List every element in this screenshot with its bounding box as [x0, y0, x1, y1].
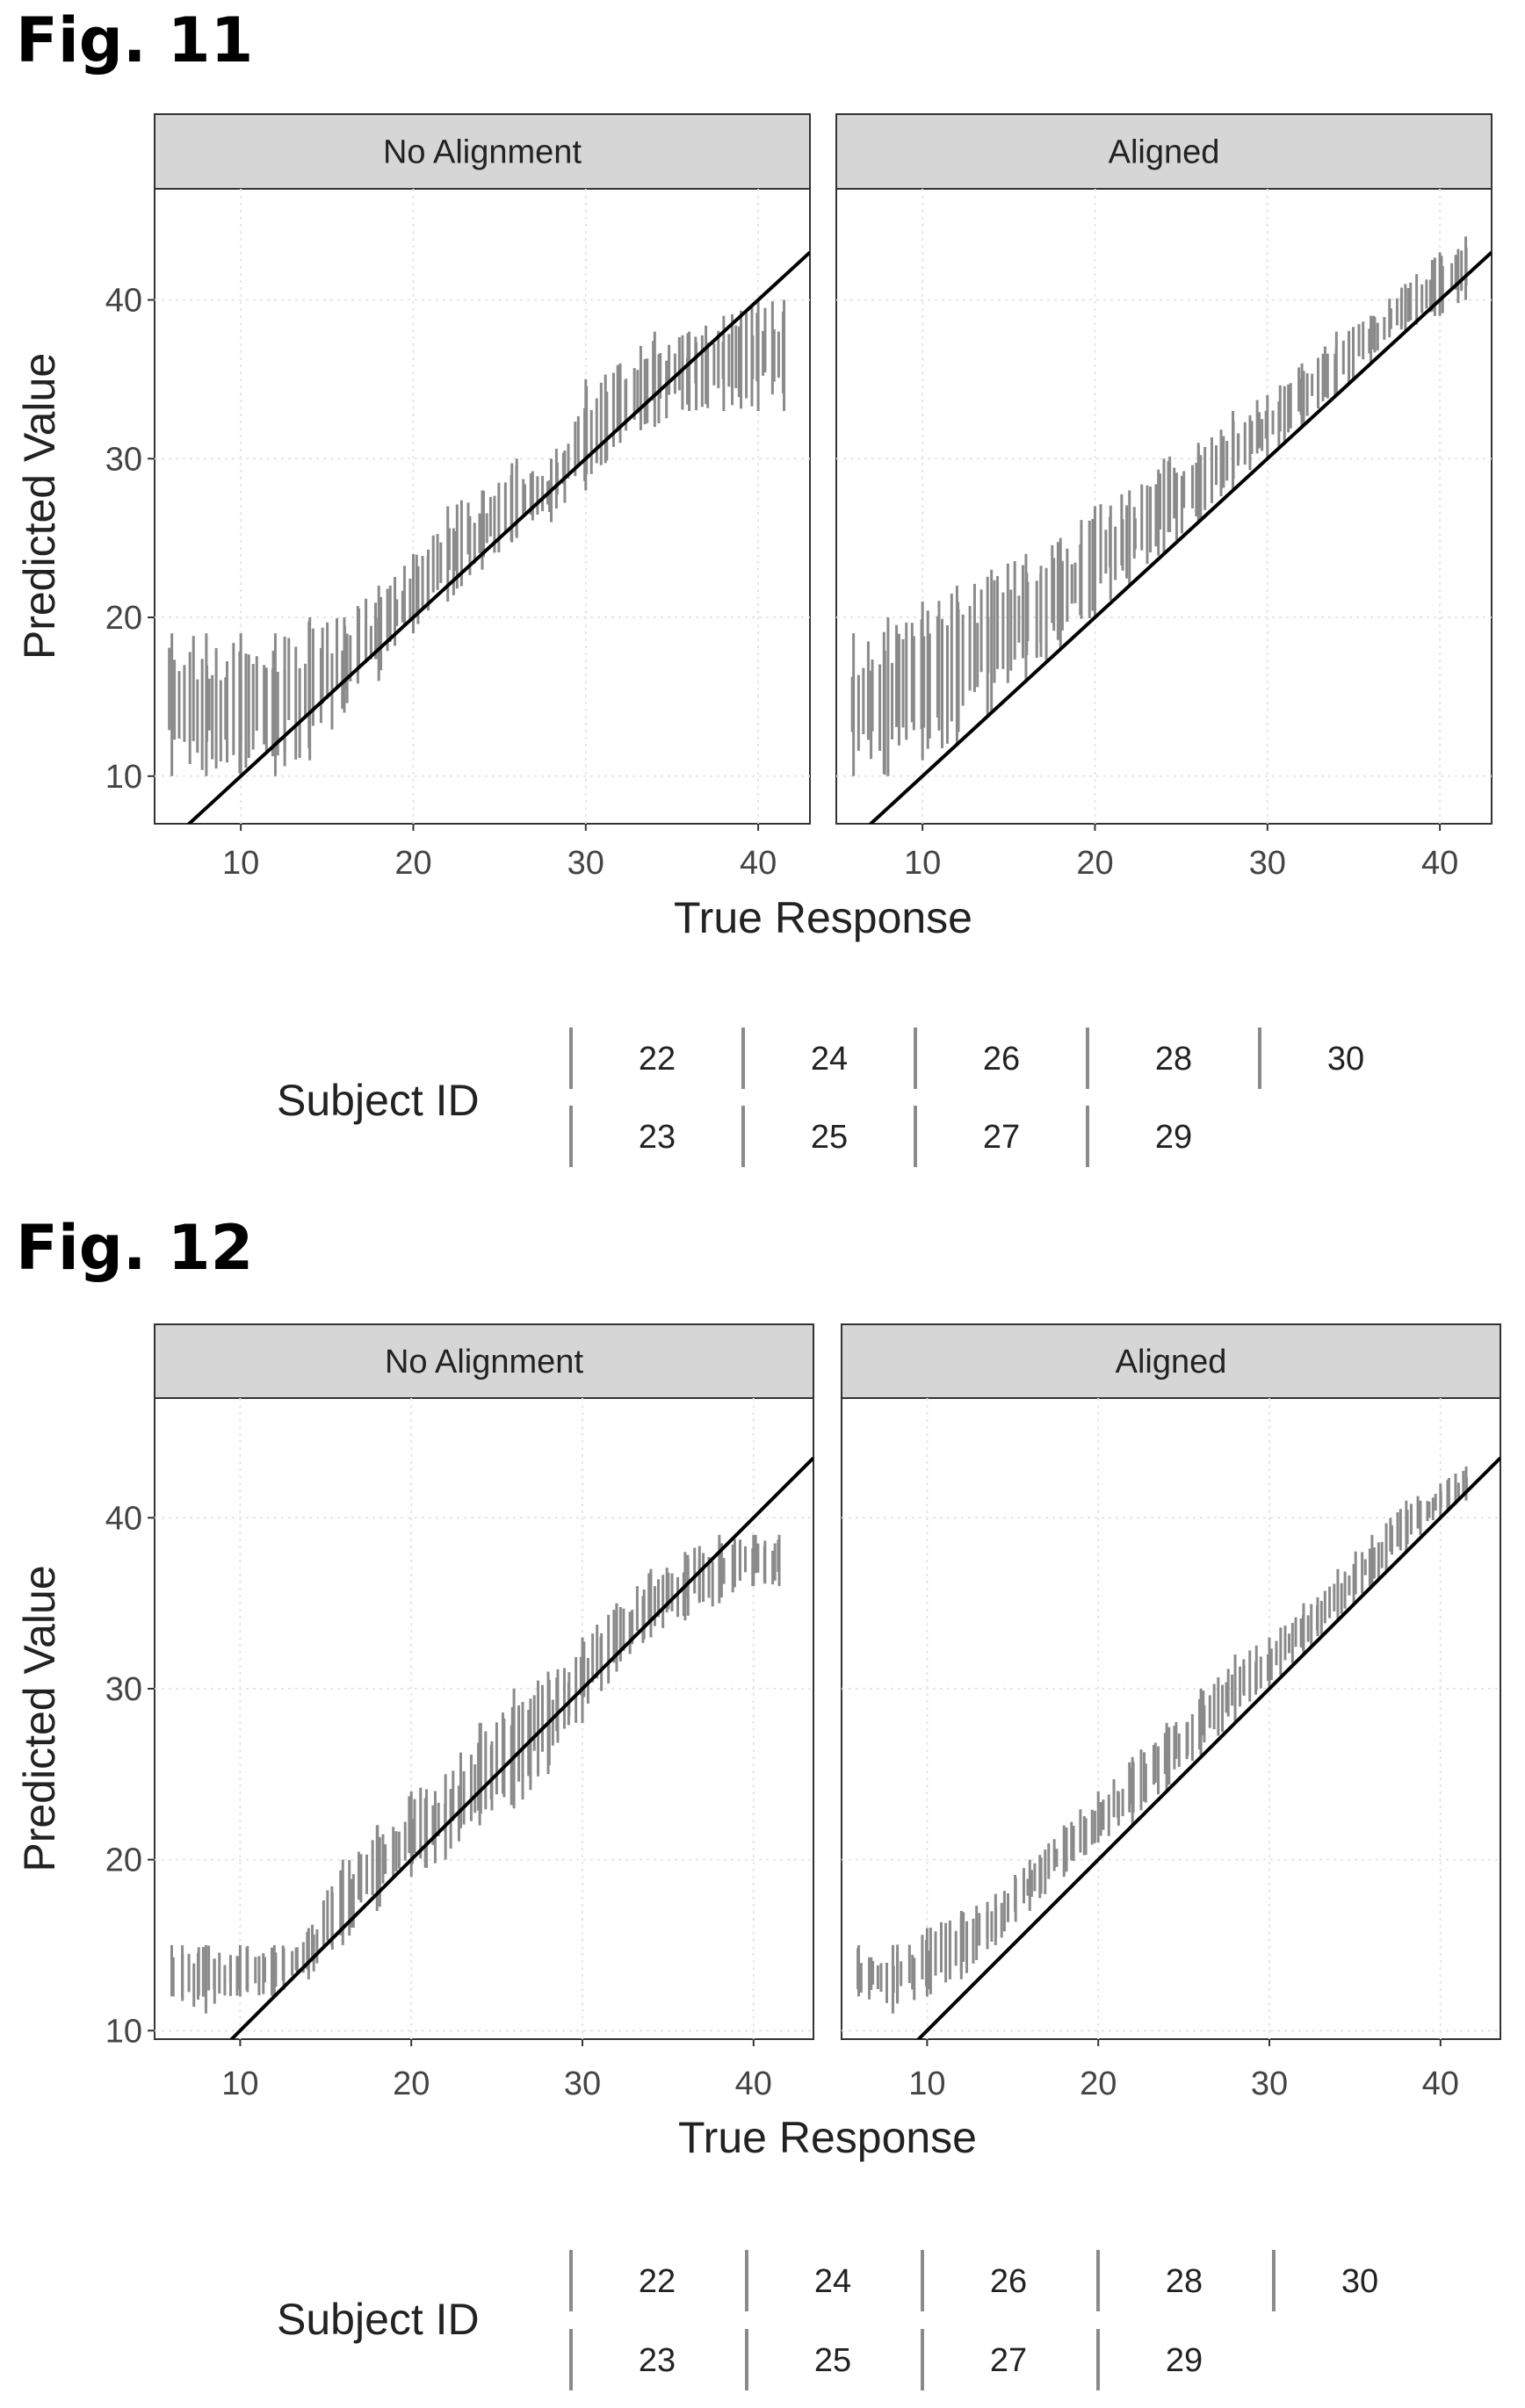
x-tick-label: 30	[1251, 2066, 1288, 2102]
x-tick-label: 10	[222, 845, 259, 882]
legend-label: 22	[639, 2263, 676, 2300]
identity-line	[915, 1456, 1500, 2039]
y-tick-label: 10	[105, 2013, 142, 2050]
identity-line	[868, 250, 1492, 824]
facet-strip	[154, 1323, 814, 1399]
facet-strip	[835, 113, 1492, 190]
facet-strip-label: No Alignment	[385, 1344, 583, 1381]
panel-aligned: Aligned 10 20 30 40	[841, 1323, 1501, 2102]
facet-strip-label: Aligned	[1116, 1344, 1227, 1381]
y-tick-label: 40	[105, 1500, 142, 1537]
legend-title: Subject ID	[277, 2295, 480, 2344]
series-bars	[168, 299, 786, 776]
x-axis-title: True Response	[674, 893, 972, 942]
plot-area	[154, 1397, 814, 2040]
legend-label: 30	[1341, 2263, 1378, 2300]
series-bars	[856, 1466, 1468, 2014]
x-tick-label: 20	[393, 2066, 430, 2102]
legend-label: 27	[990, 2342, 1027, 2379]
x-tick-label: 20	[394, 845, 431, 882]
legend-label: 26	[990, 2263, 1027, 2300]
y-tick-label: 30	[105, 1671, 142, 1708]
y-tick-label: 20	[105, 1842, 142, 1879]
x-tick-label: 40	[1421, 845, 1458, 882]
facet-strip-label: No Alignment	[383, 134, 582, 171]
legend: Subject ID 22 24 26 28 30 23 25 27 29	[277, 2250, 1378, 2390]
facet-strip	[841, 1323, 1501, 1399]
y-tick-label: 40	[105, 283, 142, 320]
plot-content	[842, 1398, 1500, 2039]
legend-label: 26	[983, 1041, 1020, 1078]
x-tick-label: 20	[1080, 2066, 1117, 2102]
legend-label: 25	[811, 1119, 848, 1156]
legend: Subject ID 22 24 26 28 30 23 25 27 29	[277, 1027, 1364, 1167]
legend-label: 23	[639, 2342, 676, 2379]
legend-label: 24	[814, 2263, 851, 2300]
series-bars	[850, 236, 1468, 776]
x-tick-label: 10	[221, 2066, 258, 2102]
legend-label: 25	[814, 2342, 851, 2379]
x-tick-label: 40	[735, 2066, 772, 2102]
figure-label: Fig. 11	[16, 4, 253, 76]
identity-line	[186, 250, 810, 824]
x-tick-label: 40	[1422, 2066, 1459, 2102]
legend-label: 22	[639, 1041, 676, 1078]
x-tick-label: 10	[908, 2066, 945, 2102]
legend-label: 24	[811, 1041, 848, 1078]
legend-label: 23	[639, 1119, 676, 1156]
x-tick-label: 20	[1076, 845, 1113, 882]
legend-label: 29	[1155, 1119, 1192, 1156]
plot-area	[841, 1397, 1501, 2040]
x-axis-title: True Response	[678, 2113, 977, 2162]
identity-line	[228, 1456, 813, 2039]
panel-aligned: Aligned 10 20 30 40	[835, 113, 1492, 882]
legend-label: 27	[983, 1119, 1020, 1156]
y-axis-title: Predicted Value	[15, 1565, 64, 1871]
legend-label: 30	[1327, 1041, 1364, 1078]
legend-label: 29	[1166, 2342, 1203, 2379]
y-axis-title: Predicted Value	[15, 353, 64, 660]
plot-content	[155, 1398, 813, 2039]
panel-no-alignment: No Alignment 10 20 30 40 10 20 30 40	[105, 1323, 814, 2102]
legend-title: Subject ID	[277, 1076, 480, 1125]
facet-strip-label: Aligned	[1109, 134, 1220, 171]
y-tick-label: 30	[105, 441, 142, 478]
x-tick-label: 10	[904, 845, 941, 882]
plot-content	[836, 189, 1492, 824]
panel-no-alignment: No Alignment 10 20 30 40 10 20 30 40	[105, 113, 811, 882]
x-tick-label: 40	[740, 845, 777, 882]
plot-content	[155, 189, 810, 824]
x-tick-label: 30	[564, 2066, 601, 2102]
legend-label: 28	[1166, 2263, 1203, 2300]
x-tick-label: 30	[567, 845, 604, 882]
x-tick-label: 30	[1249, 845, 1286, 882]
facet-strip	[154, 113, 811, 190]
figure-label: Fig. 12	[16, 1212, 253, 1284]
y-tick-label: 10	[105, 759, 142, 796]
y-tick-label: 20	[105, 600, 142, 637]
legend-label: 28	[1155, 1041, 1192, 1078]
